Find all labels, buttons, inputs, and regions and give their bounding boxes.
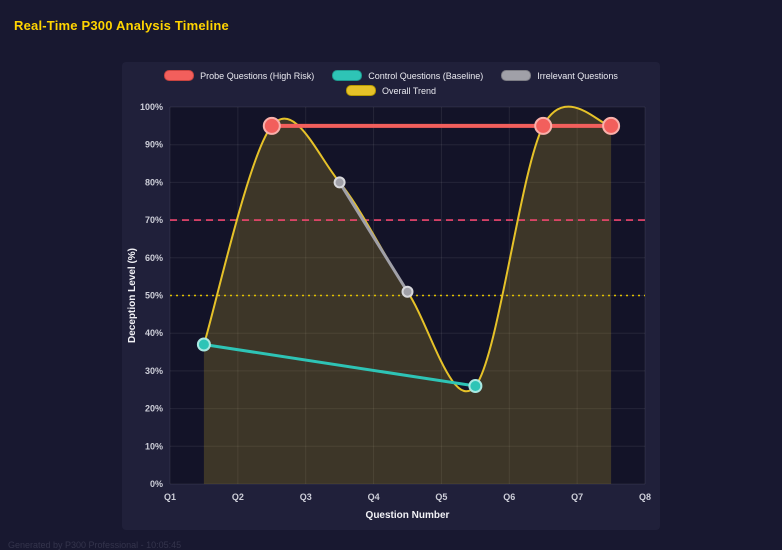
series-line (202, 343, 477, 388)
y-tick-label: 30% (145, 366, 163, 376)
legend-swatch (501, 70, 532, 81)
data-point[interactable] (401, 285, 414, 298)
x-tick-label: Q2 (232, 492, 244, 502)
legend-label: Overall Trend (381, 85, 437, 96)
legend-label: Control Questions (Baseline) (368, 70, 484, 81)
y-tick-label: 90% (145, 140, 163, 150)
legend-item[interactable]: Overall Trend (345, 85, 437, 96)
y-axis-title: Deception Level (%) (127, 248, 138, 343)
data-point[interactable] (534, 116, 553, 135)
legend-swatch (332, 70, 363, 81)
data-point[interactable] (333, 176, 346, 189)
y-tick-label: 40% (145, 328, 163, 338)
data-point[interactable] (468, 379, 483, 393)
x-tick-label: Q3 (300, 492, 312, 502)
legend-item[interactable]: Irrelevant Questions (501, 70, 618, 81)
legend-swatch (164, 70, 195, 81)
y-tick-label: 0% (150, 479, 163, 489)
series-line (338, 180, 409, 294)
legend-row: Probe Questions (High Risk) Control Quest… (164, 70, 618, 81)
page-title: Real-Time P300 Analysis Timeline (14, 18, 229, 33)
data-point[interactable] (196, 337, 211, 352)
x-tick-label: Q8 (639, 492, 651, 502)
data-point[interactable] (262, 116, 281, 135)
data-point[interactable] (602, 116, 621, 135)
y-tick-label: 80% (145, 177, 163, 187)
y-tick-label: 10% (145, 441, 163, 451)
legend-item[interactable]: Probe Questions (High Risk) (164, 70, 314, 81)
y-tick-label: 70% (145, 215, 163, 225)
y-tick-label: 50% (145, 291, 163, 301)
y-tick-label: 20% (145, 404, 163, 414)
x-tick-label: Q4 (368, 492, 380, 502)
y-tick-label: 100% (140, 102, 163, 112)
footer-text: Generated by P300 Professional - 10:05:4… (8, 540, 182, 550)
chart-canvas: Q1 Q2 Q3 Q4 Q5 Q6 Q7 Q8 0% 10% 20% 30% 40% 50% 60% 70% 8… (127, 102, 651, 521)
legend-row: Overall Trend (345, 85, 437, 96)
legend-swatch (345, 85, 376, 96)
x-axis-title: Question Number (366, 510, 450, 521)
x-tick-label: Q6 (503, 492, 515, 502)
legend-label: Probe Questions (High Risk) (200, 70, 315, 81)
x-tick-label: Q5 (435, 492, 447, 502)
chart-legend: Probe Questions (High Risk) Control Quest… (122, 66, 660, 100)
x-tick-label: Q7 (571, 492, 583, 502)
legend-item[interactable]: Control Questions (Baseline) (332, 70, 483, 81)
chart-panel: Probe Questions (High Risk) Control Quest… (122, 62, 660, 530)
y-tick-label: 60% (145, 253, 163, 263)
legend-label: Irrelevant Questions (537, 70, 618, 81)
x-tick-label: Q1 (164, 492, 176, 502)
